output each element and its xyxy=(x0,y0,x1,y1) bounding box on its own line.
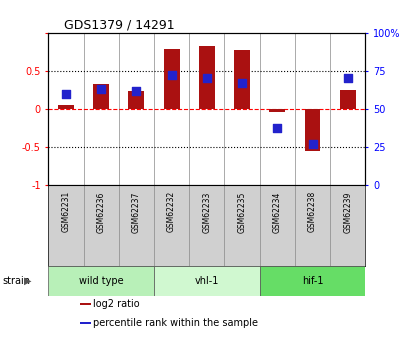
Point xyxy=(98,86,105,92)
Text: wild type: wild type xyxy=(79,276,123,286)
Bar xyxy=(199,47,215,109)
Point xyxy=(239,80,245,86)
Point xyxy=(168,72,175,78)
Bar xyxy=(164,49,179,109)
Bar xyxy=(80,303,92,305)
Bar xyxy=(304,109,320,150)
Text: GSM62238: GSM62238 xyxy=(308,191,317,233)
Text: GSM62237: GSM62237 xyxy=(132,191,141,233)
Bar xyxy=(93,85,109,109)
Text: GSM62239: GSM62239 xyxy=(343,191,352,233)
Bar xyxy=(154,266,260,296)
Bar xyxy=(269,109,285,112)
Text: GSM62236: GSM62236 xyxy=(97,191,106,233)
Point xyxy=(344,76,351,81)
Text: GSM62231: GSM62231 xyxy=(61,191,71,233)
Text: vhl-1: vhl-1 xyxy=(194,276,219,286)
Text: GSM62234: GSM62234 xyxy=(273,191,282,233)
Bar xyxy=(340,90,356,109)
Text: ▶: ▶ xyxy=(24,276,32,286)
Text: GSM62233: GSM62233 xyxy=(202,191,211,233)
Bar xyxy=(58,105,74,109)
Bar xyxy=(80,322,92,325)
Text: GDS1379 / 14291: GDS1379 / 14291 xyxy=(64,19,175,32)
Text: hif-1: hif-1 xyxy=(302,276,323,286)
Point xyxy=(133,88,140,93)
Bar xyxy=(234,50,250,109)
Text: log2 ratio: log2 ratio xyxy=(93,299,140,309)
Point xyxy=(309,141,316,146)
Text: percentile rank within the sample: percentile rank within the sample xyxy=(93,318,258,328)
Point xyxy=(63,91,69,96)
Bar xyxy=(260,266,365,296)
Text: GSM62235: GSM62235 xyxy=(238,191,247,233)
Point xyxy=(203,76,210,81)
Bar xyxy=(129,91,144,109)
Bar xyxy=(48,266,154,296)
Point xyxy=(274,126,281,131)
Text: GSM62232: GSM62232 xyxy=(167,191,176,233)
Text: strain: strain xyxy=(2,276,30,286)
